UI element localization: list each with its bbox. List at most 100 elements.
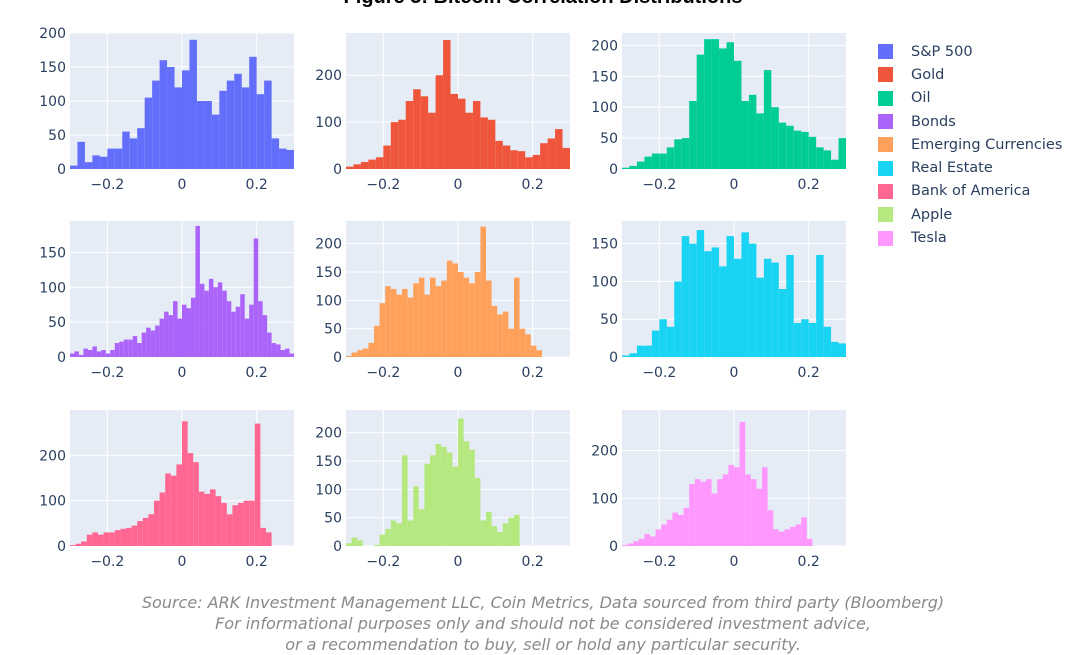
histogram-bar	[231, 311, 236, 357]
histogram-bar	[146, 327, 151, 357]
histogram-bar	[683, 507, 690, 546]
histogram-bar	[374, 325, 380, 357]
y-tick-label: 200	[39, 448, 66, 464]
legend-item[interactable]: S&P 500	[878, 40, 1062, 63]
histogram-bar	[234, 73, 242, 169]
y-tick-label: 150	[315, 454, 342, 470]
legend-label: Real Estate	[911, 160, 993, 177]
histogram-bar	[694, 479, 701, 546]
histogram-bar	[131, 525, 138, 546]
histogram-bar	[514, 277, 520, 357]
histogram-bar	[458, 418, 464, 546]
histogram-bar	[196, 101, 205, 169]
histogram-bar	[650, 536, 656, 546]
legend-label: Oil	[911, 90, 931, 107]
histogram-bar	[77, 141, 85, 169]
legend-item[interactable]: Apple	[878, 203, 1062, 226]
histogram-bar	[469, 449, 475, 546]
legend-swatch	[878, 137, 893, 153]
histogram-bar	[199, 283, 205, 357]
histogram-bar	[762, 467, 768, 546]
legend-swatch	[878, 44, 893, 60]
histogram-bar	[74, 351, 79, 357]
histogram-bar	[279, 148, 287, 169]
histogram-bar	[435, 75, 444, 169]
histogram-panel: −0.2 0 0.2 0 100 200	[39, 410, 294, 570]
x-tick-label: −0.2	[366, 365, 400, 381]
histogram-bar	[144, 97, 153, 169]
histogram-bar	[784, 529, 790, 546]
histogram-bar	[249, 304, 254, 357]
legend-label: Tesla	[911, 230, 947, 247]
histogram-bar	[435, 286, 442, 357]
legend-item[interactable]: Real Estate	[878, 156, 1062, 179]
histogram-bar	[362, 348, 369, 357]
histogram-bar	[491, 526, 498, 546]
histogram-bar	[260, 527, 266, 546]
histogram-bar	[674, 281, 682, 357]
histogram-bar	[137, 521, 143, 546]
histogram-bar	[128, 339, 133, 357]
histogram-bar	[525, 157, 533, 169]
histogram-bar	[87, 350, 93, 357]
histogram-bar	[806, 538, 813, 546]
histogram-bar	[150, 330, 156, 357]
histogram-bar	[126, 527, 132, 546]
histogram-bar	[182, 70, 190, 169]
y-tick-label: 200	[39, 26, 66, 42]
histogram-bar	[795, 524, 802, 546]
histogram-bar	[519, 328, 526, 357]
legend-swatch	[878, 183, 893, 199]
histogram-bar	[629, 165, 637, 169]
histogram-bar	[838, 138, 846, 169]
legend-item[interactable]: Bonds	[878, 110, 1062, 133]
histogram-bar	[383, 145, 391, 169]
histogram-bar	[644, 534, 650, 546]
histogram-bar	[734, 60, 742, 170]
histogram-bar	[474, 478, 481, 546]
x-tick-label: 0	[454, 554, 463, 570]
histogram-bar	[413, 283, 419, 357]
histogram-bar	[469, 283, 475, 357]
histogram-bar	[177, 318, 182, 357]
histogram-bar	[407, 297, 414, 357]
histogram-bar	[495, 140, 503, 169]
histogram-bar	[420, 96, 429, 169]
histogram-bar	[661, 524, 667, 546]
legend-label: Gold	[911, 66, 945, 83]
x-tick-label: 0.2	[522, 554, 544, 570]
y-tick-label: 200	[591, 38, 618, 54]
legend-item[interactable]: Tesla	[878, 226, 1062, 249]
histogram-bar	[452, 263, 458, 357]
histogram-bar	[430, 277, 436, 357]
histogram-bar	[170, 475, 177, 546]
legend-item[interactable]: Bank of America	[878, 180, 1062, 203]
histogram-bar	[452, 466, 458, 546]
x-tick-label: −0.2	[90, 365, 124, 381]
x-tick-label: 0.2	[798, 365, 820, 381]
histogram-bar	[155, 325, 160, 357]
histogram-bar	[536, 350, 542, 357]
legend-item[interactable]: Gold	[878, 63, 1062, 86]
histogram-bar	[502, 145, 511, 169]
histogram-bar	[154, 500, 160, 546]
y-tick-label: 100	[315, 115, 342, 131]
histogram-bar	[689, 243, 697, 357]
histogram-bar	[186, 308, 191, 357]
y-tick-label: 150	[39, 245, 66, 261]
histogram-bar	[659, 319, 667, 357]
histogram-bar	[756, 277, 764, 357]
histogram-bar	[458, 98, 466, 169]
legend-item[interactable]: Oil	[878, 87, 1062, 110]
histogram-bar	[204, 290, 209, 357]
histogram-bar	[441, 280, 447, 357]
histogram-bar	[109, 532, 115, 546]
y-tick-label: 150	[315, 265, 342, 281]
histogram-bar	[547, 138, 556, 169]
histogram-bar	[463, 441, 470, 546]
legend-item[interactable]: Emerging Currencies	[878, 133, 1062, 156]
y-tick-label: 50	[48, 315, 66, 331]
legend-label: S&P 500	[911, 43, 973, 60]
y-tick-label: 0	[333, 350, 342, 366]
x-tick-label: −0.2	[366, 554, 400, 570]
